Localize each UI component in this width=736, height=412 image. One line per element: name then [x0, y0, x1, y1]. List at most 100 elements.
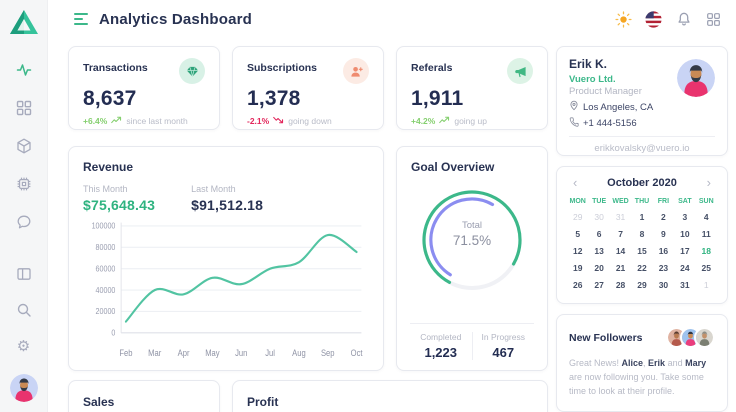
trend-down-icon — [273, 116, 284, 126]
calendar-day[interactable]: 14 — [615, 246, 626, 256]
calendar-prev-icon[interactable]: ‹ — [573, 175, 578, 190]
calendar-day[interactable]: 6 — [596, 229, 602, 239]
stat-delta: +4.2% — [411, 116, 436, 126]
calendar-day[interactable]: 30 — [658, 280, 669, 290]
calendar-day[interactable]: 5 — [575, 229, 581, 239]
profile-avatar[interactable] — [677, 59, 715, 97]
goal-title: Goal Overview — [411, 160, 495, 174]
content: Transactions 8,637 +6.4% since last mont… — [48, 38, 736, 412]
svg-text:Feb: Feb — [119, 348, 132, 359]
calendar-day[interactable]: 10 — [680, 229, 690, 239]
sun-theme-icon[interactable] — [615, 10, 632, 28]
calendar-next-icon[interactable]: › — [706, 175, 711, 190]
last-month-figure: Last Month $91,512.18 — [191, 184, 264, 213]
calendar-day[interactable]: 11 — [701, 229, 711, 239]
calendar-card: ‹ October 2020 › MON TUE WED THU FRI SAT SUN 29… — [556, 166, 728, 305]
stat-label: Transactions — [83, 62, 148, 74]
gem-icon — [179, 58, 205, 84]
profile-email: erikkovalsky@vuero.io — [569, 136, 715, 160]
grid-apps-icon[interactable] — [705, 11, 722, 28]
calendar-day[interactable]: 1 — [639, 212, 645, 222]
follower-avatar-mary[interactable] — [694, 327, 715, 349]
calendar-day[interactable]: 1 — [703, 280, 709, 290]
svg-text:Jul: Jul — [265, 348, 275, 359]
calendar-day[interactable]: 8 — [639, 229, 645, 239]
bell-notifications-icon[interactable] — [675, 11, 692, 28]
calendar-day-name: TUE — [592, 198, 607, 205]
followers-title: New Followers — [569, 331, 643, 344]
calendar-grid: MON TUE WED THU FRI SAT SUN 29 30 31 1 2 3 4 5 6 7 8 9 10 11… — [567, 195, 717, 293]
user-plus-icon — [343, 58, 369, 84]
calendar-day[interactable]: 15 — [637, 246, 647, 256]
calendar-day[interactable]: 13 — [594, 246, 604, 256]
calendar-day[interactable]: 22 — [637, 263, 647, 273]
stat-delta: -2.1% — [247, 116, 270, 126]
menu-toggle-icon[interactable] — [74, 11, 88, 27]
stat-note: going down — [288, 116, 332, 126]
svg-text:60000: 60000 — [96, 264, 116, 274]
calendar-day[interactable]: 9 — [661, 229, 666, 239]
calendar-day[interactable]: 27 — [594, 280, 604, 290]
top-header: Analytics Dashboard — [48, 0, 736, 38]
profile-phone: +1 444-5156 — [569, 117, 715, 130]
profile-company[interactable]: Vuero Ltd. — [569, 74, 616, 85]
svg-text:80000: 80000 — [96, 243, 116, 253]
calendar-day[interactable]: 25 — [701, 263, 712, 273]
settings-gear-icon[interactable]: ⚙ — [16, 337, 31, 355]
calendar-day[interactable]: 16 — [658, 246, 669, 256]
profile-card: Erik K. Vuero Ltd. Product Manager Los A… — [556, 46, 728, 156]
calendar-day[interactable]: 21 — [615, 263, 626, 273]
calendar-day-selected[interactable]: 18 — [701, 246, 712, 256]
phone-icon — [569, 117, 579, 130]
calendar-day[interactable]: 29 — [572, 212, 583, 222]
followers-message: Great News! Alice, Erik and Mary are now… — [569, 358, 707, 397]
svg-text:Jun: Jun — [235, 348, 248, 359]
calendar-day[interactable]: 30 — [594, 212, 604, 222]
us-flag-language-icon[interactable] — [645, 10, 662, 28]
calendar-day[interactable]: 20 — [594, 263, 604, 273]
calendar-day[interactable]: 19 — [572, 263, 583, 273]
calendar-day-name: THU — [634, 198, 650, 205]
svg-text:May: May — [205, 348, 220, 359]
calendar-day-name: MON — [569, 198, 586, 205]
stat-value: 1,378 — [247, 87, 301, 110]
calendar-day[interactable]: 23 — [658, 263, 669, 273]
svg-text:Aug: Aug — [292, 348, 306, 359]
svg-text:Sep: Sep — [321, 348, 335, 359]
calendar-day[interactable]: 3 — [682, 212, 688, 222]
revenue-chart: 0 20000 40000 60000 80000 100000 Feb Mar Apr May J… — [83, 217, 369, 364]
sidebar-user-avatar[interactable] — [9, 374, 38, 402]
revenue-card: Revenue This Month $75,648.43 Last Month… — [68, 146, 384, 371]
calendar-day[interactable]: 2 — [661, 212, 666, 222]
middle-row: Revenue This Month $75,648.43 Last Month… — [68, 146, 548, 371]
calendar-day[interactable]: 12 — [572, 246, 583, 256]
stat-note: going up — [454, 116, 487, 126]
calendar-day[interactable]: 29 — [637, 280, 647, 290]
panels-icon[interactable] — [16, 266, 32, 282]
stat-note: since last month — [126, 116, 188, 126]
chat-bubble-icon[interactable] — [16, 214, 32, 230]
grid-squares-icon[interactable] — [16, 100, 32, 116]
profit-card: Profit — [232, 380, 548, 412]
calendar-day[interactable]: 31 — [680, 280, 690, 290]
calendar-day[interactable]: 28 — [615, 280, 626, 290]
calendar-day[interactable]: 24 — [680, 263, 690, 273]
search-icon[interactable] — [16, 302, 32, 318]
sidebar: ⚙ — [0, 0, 48, 412]
svg-text:Oct: Oct — [351, 348, 363, 359]
profile-role: Product Manager — [569, 86, 642, 97]
calendar-day[interactable]: 7 — [618, 229, 623, 239]
revenue-title: Revenue — [83, 160, 134, 174]
activity-icon[interactable] — [16, 62, 32, 78]
chip-icon[interactable] — [16, 176, 32, 192]
calendar-day[interactable]: 31 — [615, 212, 626, 222]
transactions-card: Transactions 8,637 +6.4% since last mont… — [68, 46, 220, 130]
vuero-logo-icon[interactable] — [7, 8, 41, 36]
calendar-day[interactable]: 26 — [572, 280, 583, 290]
calendar-day[interactable]: 4 — [703, 212, 709, 222]
goal-in-progress: In Progress 467 — [471, 332, 535, 360]
calendar-day[interactable]: 17 — [680, 246, 690, 256]
cube-icon[interactable] — [16, 138, 32, 154]
goal-gauge: Total 71.5% — [397, 174, 547, 323]
